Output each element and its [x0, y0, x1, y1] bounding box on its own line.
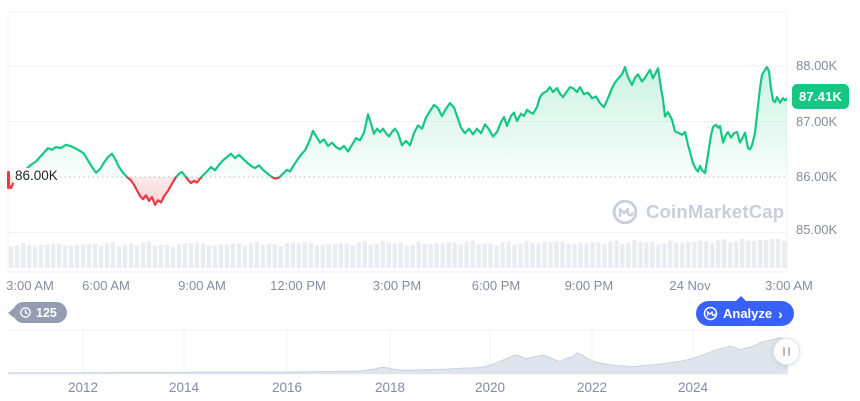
timeline-year-label: 2014	[168, 380, 200, 395]
chevron-right-icon: ›	[778, 305, 783, 322]
timeline-year-label: 2022	[576, 380, 608, 395]
y-axis-label: 88.00K	[796, 58, 838, 73]
open-price-label: 86.00K	[13, 168, 60, 183]
coinmarketcap-logo-icon	[612, 199, 638, 225]
price-chart-canvas[interactable]	[0, 0, 860, 296]
x-axis-label: 6:00 PM	[471, 278, 521, 293]
x-axis-label: 24 Nov	[669, 278, 711, 293]
analyze-logo-icon	[703, 306, 718, 321]
x-axis-label: 9:00 AM	[178, 278, 226, 293]
x-axis-label: 9:00 PM	[564, 278, 614, 293]
timeline-brush-canvas[interactable]	[0, 329, 860, 377]
pause-bars-icon	[788, 347, 790, 356]
pause-bars-icon	[783, 347, 785, 356]
analyze-button-label: Analyze	[723, 306, 773, 321]
x-axis-label: 3:00 AM	[765, 278, 813, 293]
x-axis-label: 12:00 PM	[270, 278, 326, 293]
watermark-text: CoinMarketCap	[646, 201, 785, 222]
brush-drag-handle[interactable]	[773, 338, 800, 365]
x-axis-label: 3:00 AM	[6, 278, 54, 293]
history-clock-icon	[19, 306, 32, 319]
timeline-year-label: 2018	[374, 380, 406, 395]
timeline-year-label: 2016	[271, 380, 303, 395]
x-axis-label: 3:00 PM	[372, 278, 422, 293]
timeline-year-label: 2020	[474, 380, 506, 395]
analyze-button[interactable]: Analyze ›	[696, 296, 794, 326]
y-axis-label: 85.00K	[796, 221, 838, 237]
x-axis-label: 6:00 AM	[82, 278, 130, 293]
timeline-year-label: 2024	[677, 380, 709, 395]
watermark: CoinMarketCap	[612, 199, 784, 225]
y-axis-label: 87.00K	[796, 113, 838, 129]
last-price-badge: 87.41K	[792, 84, 850, 109]
history-count-value: 125	[36, 305, 57, 320]
y-axis-label: 86.00K	[796, 169, 838, 184]
history-count-pill: 125	[8, 302, 67, 323]
timeline-year-label: 2012	[67, 380, 99, 395]
